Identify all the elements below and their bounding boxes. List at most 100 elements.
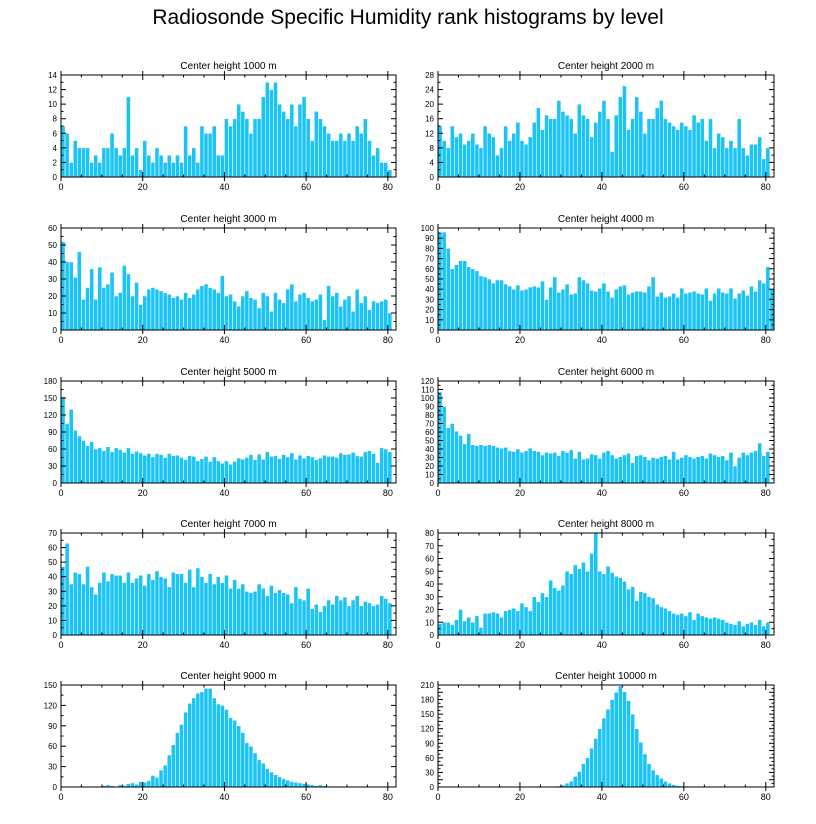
- histogram-bar: [605, 709, 611, 788]
- y-tick-label: 150: [421, 710, 435, 719]
- histogram-bar: [252, 118, 258, 178]
- histogram-bar: [113, 147, 119, 178]
- histogram-bar: [638, 290, 644, 331]
- x-tick-label: 60: [679, 792, 689, 802]
- histogram-bar: [142, 585, 148, 636]
- histogram-bar: [154, 453, 160, 484]
- histogram-bar: [240, 458, 246, 484]
- histogram-bar: [371, 605, 376, 636]
- histogram-bar: [346, 605, 352, 636]
- x-tick-label: 40: [219, 488, 229, 498]
- histogram-bar: [195, 567, 201, 636]
- histogram-bar: [466, 616, 472, 636]
- histogram-bar: [375, 604, 380, 636]
- histogram-bar: [252, 299, 258, 331]
- histogram-bar: [326, 599, 331, 636]
- histogram-bar: [330, 295, 335, 331]
- figure-title: Radiosonde Specific Humidity rank histog…: [152, 6, 664, 29]
- x-tick-label: 60: [301, 182, 311, 192]
- histogram-bar: [572, 776, 578, 788]
- histogram-bar: [695, 122, 701, 178]
- histogram-bar: [85, 445, 90, 484]
- histogram-bar: [642, 133, 648, 178]
- histogram-bar: [503, 125, 508, 178]
- histogram-bar: [113, 447, 119, 484]
- x-tick-label: 60: [301, 792, 311, 802]
- histogram-bar: [609, 454, 615, 484]
- histogram-bar: [130, 154, 135, 178]
- histogram-bar: [646, 763, 652, 788]
- histogram-bar: [626, 700, 631, 788]
- histogram-bar: [101, 572, 107, 636]
- histogram-bar: [642, 292, 648, 331]
- histogram-bar: [581, 279, 586, 331]
- histogram-bar: [158, 769, 164, 788]
- panel-title: Center height 8000 m: [558, 519, 654, 530]
- histogram-bar: [330, 140, 335, 178]
- histogram-bar: [699, 294, 705, 331]
- histogram-bar: [158, 576, 164, 636]
- histogram-bar: [544, 452, 549, 484]
- histogram-bar: [568, 449, 574, 484]
- histogram-bar: [232, 300, 237, 331]
- histogram-bar: [609, 151, 615, 178]
- histogram-bar: [486, 278, 492, 331]
- histogram-bar: [228, 464, 233, 484]
- y-tick-label: 120: [421, 377, 435, 386]
- histogram-bar: [511, 607, 517, 636]
- histogram-bar: [626, 453, 631, 484]
- histogram-bar: [375, 462, 380, 484]
- y-tick-label: 20: [48, 602, 57, 611]
- histogram-bar: [675, 458, 681, 484]
- histogram-bar: [117, 575, 123, 636]
- histogram-bar: [474, 270, 480, 331]
- histogram-bar: [638, 742, 644, 788]
- histogram-bar: [363, 601, 368, 636]
- histogram-bar: [523, 606, 529, 636]
- histogram-bar: [232, 720, 237, 788]
- histogram-bar: [150, 287, 156, 331]
- histogram-bar: [252, 591, 258, 636]
- histogram-bar: [162, 577, 168, 636]
- histogram-bar: [371, 154, 376, 178]
- histogram-bar: [695, 456, 701, 484]
- histogram-bar: [342, 454, 348, 484]
- histogram-bar: [138, 452, 143, 484]
- histogram-bar: [499, 447, 504, 484]
- histogram-bar: [301, 292, 307, 331]
- histogram-bar: [499, 147, 504, 178]
- histogram-bar: [314, 299, 319, 331]
- histogram-bar: [342, 596, 348, 636]
- histogram-bar: [757, 136, 762, 178]
- histogram-bar: [244, 457, 250, 484]
- histogram-bar: [265, 595, 270, 636]
- histogram-bar: [207, 133, 213, 178]
- histogram-bar: [638, 454, 644, 484]
- histogram-bar: [593, 454, 599, 484]
- histogram-bar: [634, 290, 640, 331]
- x-tick-label: 40: [597, 488, 607, 498]
- x-tick-label: 60: [679, 640, 689, 650]
- histogram-bar: [556, 455, 562, 484]
- histogram-bar: [745, 623, 750, 636]
- histogram-bar: [236, 103, 242, 178]
- histogram-bar: [548, 118, 553, 178]
- histogram-bar: [736, 457, 742, 484]
- histogram-bar: [589, 747, 594, 788]
- x-tick-label: 40: [597, 640, 607, 650]
- histogram-bar: [281, 778, 286, 788]
- histogram-bar: [503, 283, 508, 331]
- histogram-bar: [338, 599, 344, 636]
- histogram-bar: [470, 268, 476, 331]
- histogram-bar: [548, 286, 553, 331]
- histogram-bar: [663, 297, 668, 331]
- histogram-bar: [478, 444, 484, 484]
- histogram-bar: [338, 133, 344, 178]
- histogram-bar: [191, 147, 197, 178]
- y-tick-label: 12: [48, 86, 57, 95]
- histogram-bar: [117, 154, 123, 178]
- x-tick-label: 40: [597, 792, 607, 802]
- histogram-bar: [724, 622, 730, 636]
- histogram-bar: [691, 114, 697, 178]
- histogram-bar: [224, 118, 229, 178]
